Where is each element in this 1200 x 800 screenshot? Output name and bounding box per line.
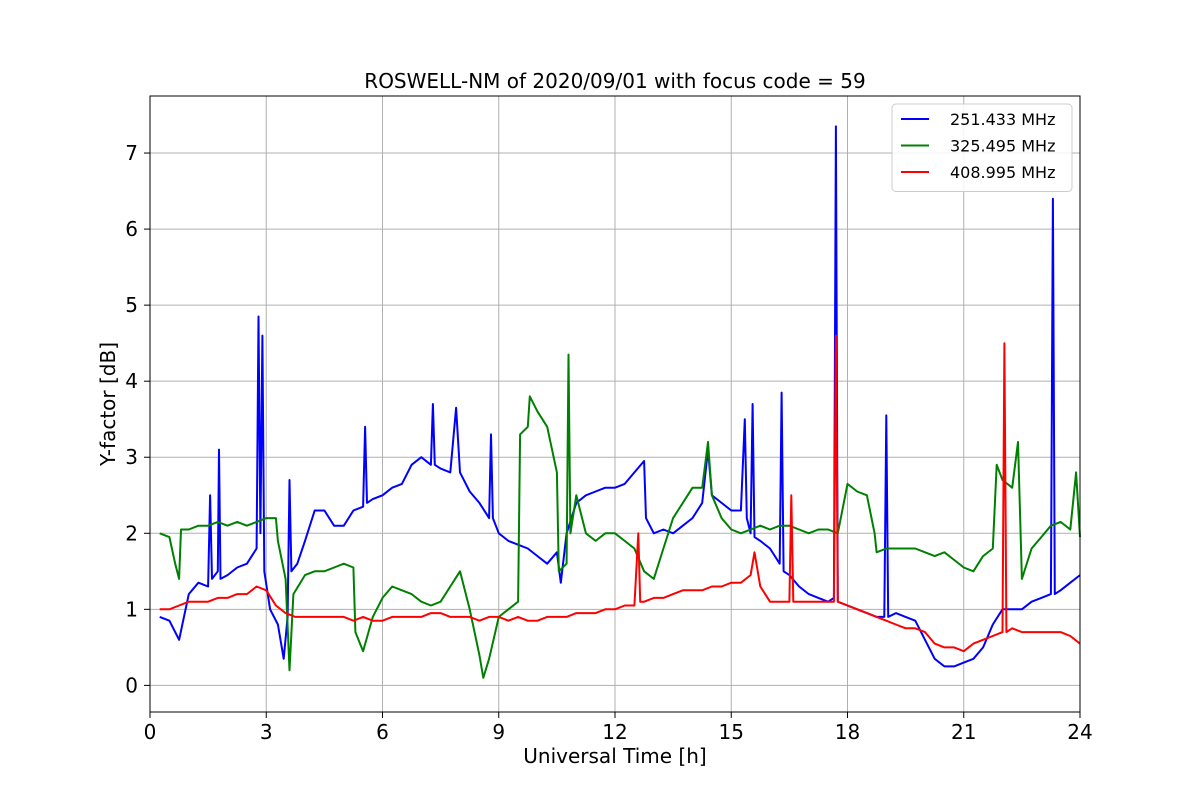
x-tick-label: 12 [602,720,627,744]
x-tick-label: 9 [492,720,505,744]
legend-label: 325.495 MHz [950,137,1055,156]
x-axis-label: Universal Time [h] [523,744,706,768]
y-tick-label: 4 [125,369,138,393]
y-tick-label: 0 [125,673,138,697]
legend-box [891,103,1073,192]
x-tick-label: 0 [144,720,157,744]
legend-label: 251.433 MHz [950,110,1055,129]
y-axis-label: Y-factor [dB] [96,342,120,467]
x-tick-label: 21 [951,720,976,744]
x-tick-label: 18 [835,720,860,744]
y-tick-label: 2 [125,521,138,545]
series-layer [159,125,1081,679]
x-tick-label: 3 [260,720,273,744]
series-line-0 [159,125,1081,668]
chart-title: ROSWELL-NM of 2020/09/01 with focus code… [364,69,865,93]
y-tick-label: 5 [125,293,138,317]
legend: 251.433 MHz 325.495 MHz 408.995 MHz [891,103,1073,192]
series-line-1 [159,353,1081,679]
grid [149,96,1081,712]
y-tick-label: 6 [125,217,138,241]
x-ticks: 0 3 6 9 12 15 18 21 24 [144,712,1093,744]
x-tick-label: 24 [1067,720,1092,744]
x-tick-label: 6 [376,720,389,744]
y-tick-label: 7 [125,141,138,165]
x-tick-label: 15 [719,720,744,744]
y-tick-label: 3 [125,445,138,469]
y-ticks: 0 1 2 3 4 5 6 7 [125,141,150,697]
series-line-2 [159,334,1081,653]
y-tick-label: 1 [125,597,138,621]
legend-label: 408.995 MHz [950,163,1055,182]
